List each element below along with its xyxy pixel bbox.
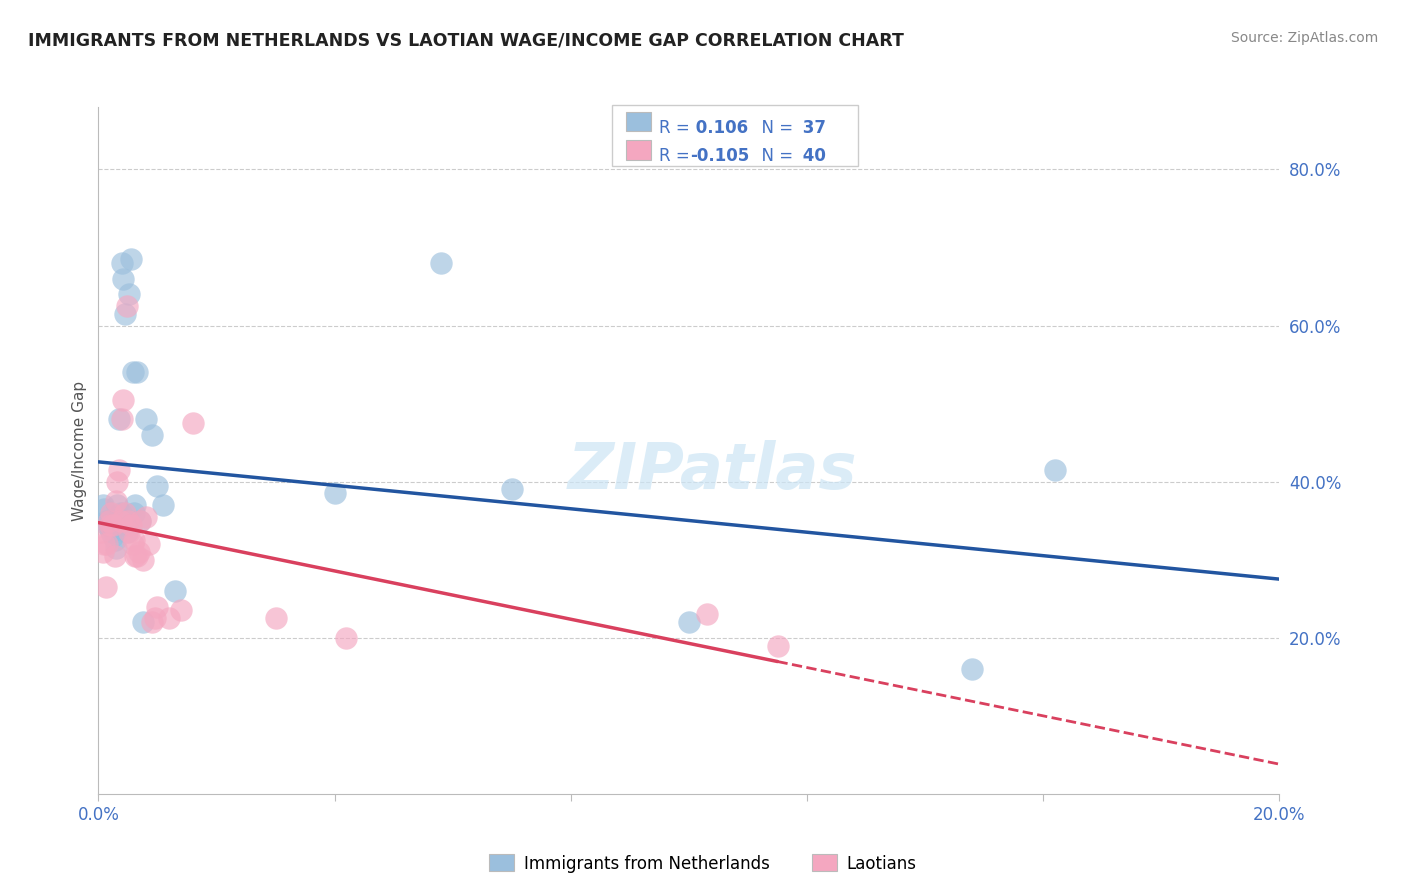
Text: 37: 37: [797, 119, 827, 136]
Point: [120, 517, 142, 532]
Point: [105, 541, 128, 555]
Point: [100, 525, 122, 540]
Point: [96, 517, 118, 532]
Point: [125, 549, 148, 563]
Point: [103, 517, 125, 532]
Text: -0.105: -0.105: [690, 147, 749, 165]
Point: [110, 514, 132, 528]
Point: [135, 412, 157, 426]
Point: [1043, 463, 1066, 477]
Point: [117, 517, 139, 532]
Point: [114, 307, 136, 321]
Point: [94, 514, 117, 528]
Point: [98, 514, 121, 528]
Point: [93, 537, 115, 551]
Point: [98, 517, 121, 532]
Legend: Immigrants from Netherlands, Laotians: Immigrants from Netherlands, Laotians: [482, 847, 924, 880]
Point: [94, 580, 117, 594]
Point: [118, 287, 141, 301]
Text: Source: ZipAtlas.com: Source: ZipAtlas.com: [1230, 31, 1378, 45]
Text: R =: R =: [659, 119, 696, 136]
Point: [105, 498, 128, 512]
Point: [181, 416, 204, 430]
Point: [128, 514, 150, 528]
Point: [335, 631, 357, 645]
Point: [323, 486, 346, 500]
Point: [104, 549, 127, 563]
Point: [122, 506, 145, 520]
Point: [128, 514, 150, 528]
Point: [105, 494, 128, 508]
Point: [121, 366, 143, 380]
Point: [157, 611, 180, 625]
Point: [124, 549, 146, 563]
Text: N =: N =: [751, 147, 799, 165]
Point: [105, 475, 128, 489]
Point: [93, 502, 115, 516]
Point: [962, 662, 984, 676]
Point: [98, 514, 121, 528]
Text: 40: 40: [797, 147, 827, 165]
Point: [696, 607, 718, 622]
Point: [112, 392, 135, 407]
Point: [138, 537, 160, 551]
Text: R =: R =: [659, 147, 696, 165]
Point: [96, 537, 118, 551]
Point: [118, 525, 141, 540]
Point: [501, 483, 523, 497]
Point: [146, 599, 169, 614]
Point: [115, 525, 138, 540]
Point: [90, 525, 112, 540]
Point: [264, 611, 287, 625]
Point: [143, 611, 166, 625]
Point: [678, 615, 700, 630]
Point: [98, 521, 121, 535]
Point: [766, 639, 789, 653]
Text: IMMIGRANTS FROM NETHERLANDS VS LAOTIAN WAGE/INCOME GAP CORRELATION CHART: IMMIGRANTS FROM NETHERLANDS VS LAOTIAN W…: [28, 31, 904, 49]
Point: [104, 533, 127, 548]
Text: 0.106: 0.106: [690, 119, 748, 136]
Point: [117, 514, 139, 528]
Point: [132, 615, 155, 630]
Text: N =: N =: [751, 119, 799, 136]
Point: [108, 412, 131, 426]
Point: [430, 256, 453, 270]
Point: [115, 299, 138, 313]
Y-axis label: Wage/Income Gap: Wage/Income Gap: [72, 380, 87, 521]
Point: [152, 498, 174, 512]
Point: [114, 506, 136, 520]
Point: [141, 427, 163, 442]
Point: [135, 509, 157, 524]
Point: [128, 545, 150, 559]
Point: [165, 583, 187, 598]
Point: [103, 529, 125, 543]
Point: [141, 615, 163, 630]
Point: [121, 537, 143, 551]
Point: [170, 603, 193, 617]
Point: [122, 533, 145, 548]
Point: [120, 252, 142, 267]
Point: [146, 478, 169, 492]
Point: [111, 412, 134, 426]
Text: ZIPatlas: ZIPatlas: [568, 440, 858, 502]
Point: [91, 545, 114, 559]
Point: [132, 552, 155, 567]
Point: [125, 366, 148, 380]
Point: [108, 463, 131, 477]
Point: [112, 271, 135, 285]
Point: [124, 498, 146, 512]
Point: [111, 256, 134, 270]
Point: [91, 498, 114, 512]
Point: [100, 506, 122, 520]
Point: [110, 506, 132, 520]
